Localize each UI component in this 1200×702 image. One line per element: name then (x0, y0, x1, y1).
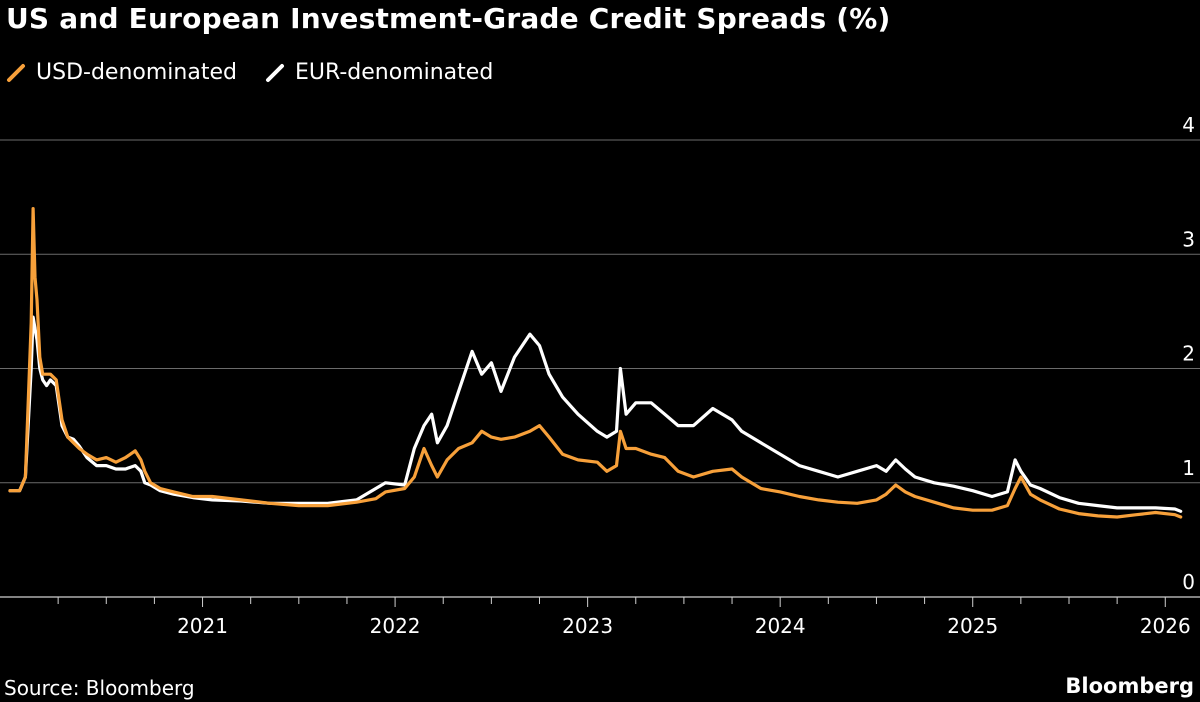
x-tick-label-2022: 2022 (370, 614, 421, 638)
x-tick-label-2021: 2021 (177, 614, 228, 638)
y-tick-label-2: 2 (1182, 342, 1195, 366)
legend-label-usd: USD-denominated (36, 60, 237, 85)
brand-logo: Bloomberg (1065, 674, 1194, 698)
x-tick-label-2026: 2026 (1140, 614, 1191, 638)
legend: USD-denominated EUR-denominated (6, 60, 493, 85)
eur-series-line (8, 315, 1183, 513)
legend-item-eur: EUR-denominated (265, 60, 493, 85)
y-tick-label-0: 0 (1182, 570, 1195, 594)
chart-title: US and European Investment-Grade Credit … (6, 2, 891, 35)
eur-legend-swatch-icon (265, 63, 284, 82)
usd-legend-swatch-icon (7, 63, 25, 82)
usd-series-line (8, 207, 1183, 519)
x-tick-label-2025: 2025 (947, 614, 998, 638)
x-tick-label-2023: 2023 (562, 614, 613, 638)
legend-item-usd: USD-denominated (6, 60, 237, 85)
y-tick-label-4: 4 (1182, 113, 1195, 137)
x-tick-label-2024: 2024 (755, 614, 806, 638)
legend-label-eur: EUR-denominated (294, 60, 494, 85)
source-note: Source: Bloomberg (4, 676, 195, 700)
y-tick-label-1: 1 (1182, 456, 1195, 480)
y-tick-label-3: 3 (1182, 227, 1195, 251)
